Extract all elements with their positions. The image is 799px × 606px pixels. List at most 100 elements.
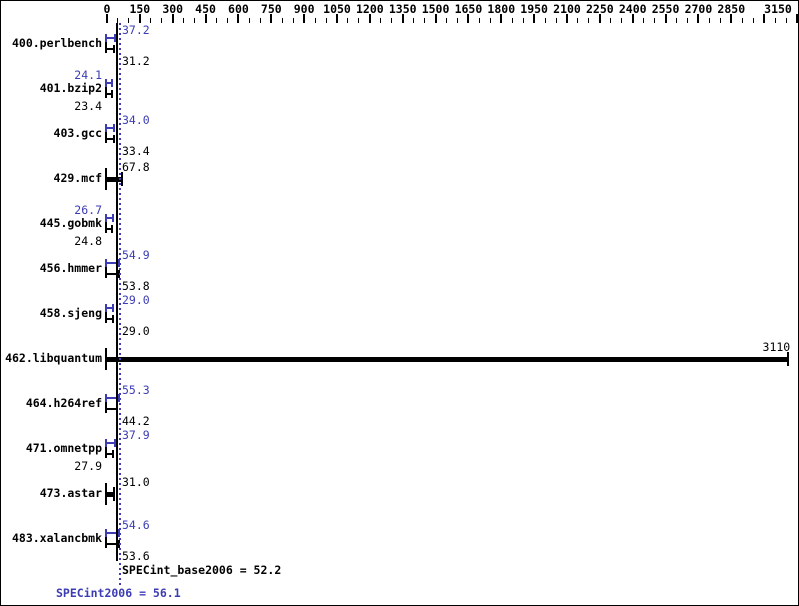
x-axis-tick-label: 2100 [553, 2, 581, 16]
x-axis-minor-tick [226, 18, 228, 23]
x-axis-tick-label: 600 [228, 2, 249, 16]
base-value-label: 53.6 [122, 549, 150, 563]
base-bar-left-cap [105, 42, 107, 53]
base-bar-left-cap [105, 537, 107, 548]
benchmark-label: 458.sjeng [39, 306, 102, 320]
x-axis-minor-tick [774, 18, 776, 23]
x-axis-tick-label: 750 [260, 2, 282, 16]
x-axis-tick-label: 1350 [388, 2, 417, 16]
base-bar [107, 543, 119, 545]
x-axis-minor-tick [194, 18, 196, 23]
peak-bar-end-cap [117, 529, 120, 537]
benchmark-label: 400.perlbench [11, 36, 102, 50]
base-bar [107, 273, 119, 275]
x-axis-minor-tick [588, 18, 590, 23]
peak-value-label: 26.7 [74, 203, 102, 217]
x-axis-major-tick [697, 14, 700, 23]
x-axis-tick-label: 1800 [487, 2, 516, 16]
x-axis-tick-label: 1050 [323, 2, 351, 16]
benchmark-label: 483.xalancbmk [11, 531, 102, 545]
peak-bar-left-cap [105, 394, 107, 402]
x-axis-minor-tick [314, 18, 316, 23]
x-axis-minor-tick [161, 18, 163, 23]
peak-bar-left-cap [105, 214, 107, 222]
x-axis-minor-tick [752, 18, 754, 23]
x-axis-major-tick [598, 14, 601, 23]
peak-bar-end-cap [112, 304, 115, 312]
x-axis-tick-label: 3150 [764, 2, 792, 16]
x-axis-minor-tick [544, 18, 546, 23]
x-axis-minor-tick [555, 18, 557, 23]
single-bar [107, 357, 789, 362]
base-bar-left-cap [105, 447, 107, 458]
x-axis-major-tick [730, 14, 733, 23]
x-axis-major-tick [500, 14, 503, 23]
x-axis-major-tick [401, 14, 404, 23]
x-axis-minor-tick [654, 18, 656, 23]
base-bar [107, 93, 113, 95]
x-axis-minor-tick [643, 18, 645, 23]
base-value-label: 24.8 [74, 234, 102, 248]
peak-bar [107, 82, 113, 84]
benchmark-label: 471.omnetpp [25, 441, 102, 455]
base-bar-left-cap [105, 132, 107, 143]
x-axis-tick-label: 2250 [585, 2, 614, 16]
x-axis-minor-tick [325, 18, 327, 23]
x-axis-tick-label: 0 [103, 2, 111, 16]
x-axis-major-tick [631, 14, 634, 23]
x-axis-minor-tick [446, 18, 448, 23]
x-axis-minor-tick [708, 18, 710, 23]
base-value-label: 53.8 [122, 279, 150, 293]
x-axis-major-tick [368, 14, 371, 23]
base-mean-reference-line [116, 23, 118, 561]
peak-mean-reference-line [119, 23, 121, 586]
base-bar-left-cap [105, 402, 107, 413]
benchmark-label: 429.mcf [53, 171, 102, 185]
x-axis-tick-label: 450 [195, 2, 216, 16]
single-bar-left-cap [105, 483, 107, 505]
base-bar-end-cap [112, 45, 115, 53]
peak-bar [107, 442, 116, 444]
x-axis-minor-tick [413, 18, 415, 23]
x-axis-major-tick [664, 14, 667, 23]
base-bar-end-cap [112, 450, 115, 458]
benchmark-label: 473.astar [39, 486, 102, 500]
x-axis-major-tick [566, 14, 568, 23]
specint-base-mean-label: SPECint_base2006 = 52.2 [122, 563, 282, 577]
base-bar-end-cap [111, 90, 114, 98]
peak-bar [107, 532, 119, 534]
benchmark-label: 456.hmmer [39, 261, 102, 275]
x-axis-minor-tick [216, 18, 218, 23]
base-bar [107, 228, 113, 230]
peak-bar-end-cap [113, 124, 116, 132]
x-axis-minor-tick [719, 18, 721, 23]
base-bar [107, 48, 114, 50]
specint-peak-mean-label: SPECint2006 = 56.1 [56, 586, 181, 600]
x-axis-minor-tick [347, 18, 349, 23]
benchmark-label: 403.gcc [53, 126, 102, 140]
base-value-label: 27.9 [74, 459, 102, 473]
base-bar-end-cap [111, 225, 114, 233]
base-value-label: 3110 [762, 340, 791, 354]
x-axis-major-tick [171, 14, 174, 23]
peak-bar [107, 127, 115, 129]
x-axis-minor-tick [489, 18, 491, 23]
x-axis-major-tick [434, 14, 437, 23]
peak-bar-left-cap [105, 439, 107, 447]
peak-bar [107, 217, 113, 219]
x-axis-minor-tick [621, 18, 623, 23]
x-axis-major-tick [204, 14, 207, 23]
x-axis-tick-label: 300 [162, 2, 184, 16]
x-axis-minor-tick [259, 18, 261, 23]
base-bar [107, 453, 114, 455]
base-bar-end-cap [117, 540, 120, 548]
x-axis-minor-tick [281, 18, 283, 23]
x-axis-minor-tick [424, 18, 426, 23]
peak-bar [107, 37, 116, 39]
peak-value-label: 37.9 [122, 428, 150, 442]
base-bar-end-cap [113, 135, 116, 143]
single-bar-left-cap [105, 168, 107, 190]
base-bar [107, 408, 117, 410]
peak-bar-left-cap [105, 529, 107, 537]
base-bar [107, 318, 114, 320]
